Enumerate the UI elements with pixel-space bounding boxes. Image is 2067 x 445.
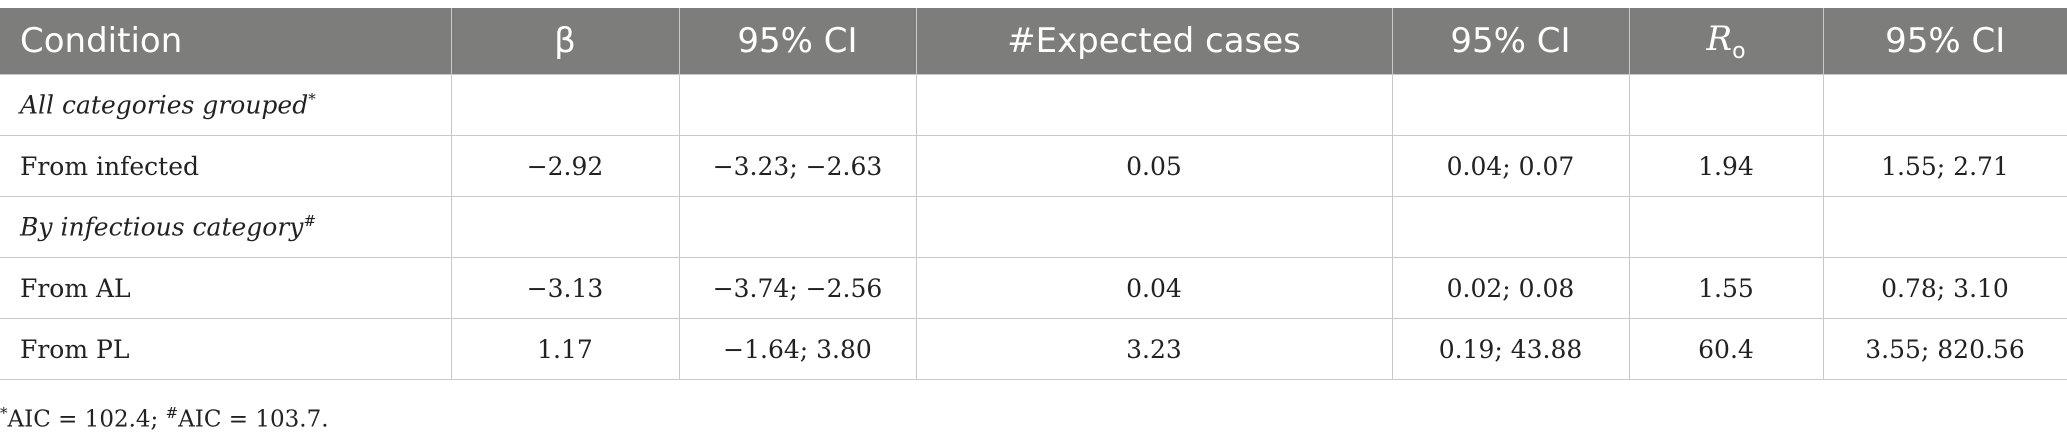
cell-ci-3: 0.78; 3.10: [1822, 257, 2067, 319]
cell-beta: −3.13: [450, 257, 679, 319]
section-label: By infectious category#: [0, 196, 451, 258]
cell-expected: 3.23: [915, 318, 1392, 380]
header-ci-3: 95% CI: [1822, 8, 2067, 75]
header-row: Condition β 95% CI #Expected cases 95% C…: [0, 8, 2067, 75]
header-expected-cases: #Expected cases: [915, 8, 1392, 75]
cell-r0: 1.94: [1628, 135, 1823, 197]
cell-ci-1: −3.74; −2.56: [678, 257, 916, 319]
header-r0: Ro: [1628, 8, 1823, 75]
footnote-mark: *: [308, 90, 316, 109]
footnote-mark: #: [165, 404, 179, 422]
cell-ci-1: −1.64; 3.80: [678, 318, 916, 380]
cell-beta: −2.92: [450, 135, 679, 197]
cell-expected: 0.05: [915, 135, 1392, 197]
cell-r0: 1.55: [1628, 257, 1823, 319]
table-row: From AL −3.13 −3.74; −2.56 0.04 0.02; 0.…: [0, 257, 2067, 319]
cell-ci-3: 3.55; 820.56: [1822, 318, 2067, 380]
section-row-all-categories: All categories grouped*: [0, 74, 2067, 136]
table-row: From PL 1.17 −1.64; 3.80 3.23 0.19; 43.8…: [0, 318, 2067, 380]
cell-ci-3: 1.55; 2.71: [1822, 135, 2067, 197]
cell-ci-2: 0.02; 0.08: [1391, 257, 1629, 319]
footnote-mark: #: [303, 212, 317, 231]
section-label: All categories grouped*: [0, 74, 451, 136]
footnote-text: AIC = 102.4;: [7, 406, 166, 433]
table-row: From infected −2.92 −3.23; −2.63 0.05 0.…: [0, 135, 2067, 197]
cell-condition: From infected: [0, 135, 451, 197]
results-table: Condition β 95% CI #Expected cases 95% C…: [0, 8, 2067, 380]
cell-ci-2: 0.04; 0.07: [1391, 135, 1629, 197]
header-beta: β: [450, 8, 679, 75]
header-condition: Condition: [0, 8, 451, 75]
footnote-text: AIC = 103.7.: [178, 406, 329, 433]
cell-condition: From AL: [0, 257, 451, 319]
cell-condition: From PL: [0, 318, 451, 380]
cell-r0: 60.4: [1628, 318, 1823, 380]
header-ci-1: 95% CI: [678, 8, 916, 75]
cell-ci-2: 0.19; 43.88: [1391, 318, 1629, 380]
r0-symbol: R: [1706, 18, 1733, 59]
r0-subscript: o: [1732, 38, 1746, 64]
cell-ci-1: −3.23; −2.63: [678, 135, 916, 197]
cell-expected: 0.04: [915, 257, 1392, 319]
section-row-by-category: By infectious category#: [0, 196, 2067, 258]
header-ci-2: 95% CI: [1391, 8, 1629, 75]
table-footnote: *AIC = 102.4; #AIC = 103.7.: [0, 404, 329, 433]
footnote-mark: *: [0, 404, 8, 422]
cell-beta: 1.17: [450, 318, 679, 380]
